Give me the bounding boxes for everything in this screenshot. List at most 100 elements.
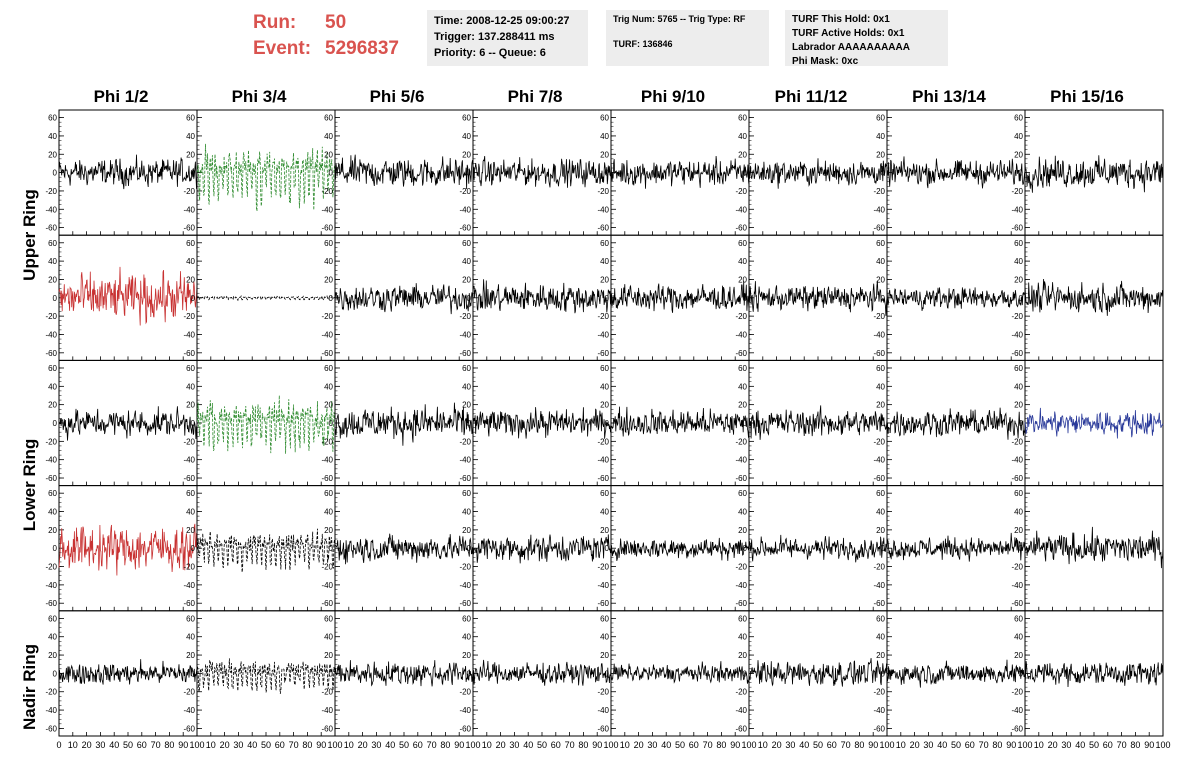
run-label: Run:: [253, 12, 297, 33]
y-tick-label: 20: [876, 651, 885, 660]
y-tick-label: 0: [605, 669, 610, 678]
y-tick-label: -40: [1011, 456, 1023, 465]
y-tick-label: 40: [324, 132, 333, 141]
waveform-trace: [748, 658, 888, 687]
y-tick-label: 20: [600, 401, 609, 410]
y-tick-label: 60: [186, 489, 195, 498]
y-tick-label: -40: [459, 456, 471, 465]
y-tick-label: -20: [873, 563, 885, 572]
x-tick-label: 30: [95, 740, 105, 750]
x-tick-label: 40: [385, 740, 395, 750]
x-tick-label: 60: [137, 740, 147, 750]
y-tick-label: -40: [321, 205, 333, 214]
y-tick-label: 20: [600, 651, 609, 660]
y-tick-label: 0: [53, 294, 58, 303]
y-tick-label: 60: [462, 614, 471, 623]
y-tick-label: 60: [48, 239, 57, 248]
waveform-panel: -60 -40 -20 0 20 40 60: [459, 610, 612, 737]
waveform-trace: [58, 406, 198, 441]
waveform-trace: [334, 533, 474, 565]
waveform-trace: [886, 659, 1026, 688]
y-tick-label: -40: [45, 581, 57, 590]
waveform-panel: -60 -40 -20 0 20 40 60: [321, 109, 474, 236]
y-tick-label: 60: [186, 614, 195, 623]
y-tick-label: 40: [48, 132, 57, 141]
y-tick-label: 60: [600, 614, 609, 623]
y-tick-label: 20: [48, 401, 57, 410]
panel-frame: [1024, 610, 1164, 737]
labrador-text: Labrador AAAAAAAAAA: [792, 42, 910, 53]
y-tick-label: 40: [462, 257, 471, 266]
y-tick-label: 40: [738, 257, 747, 266]
trigger-text: Trigger: 137.288411 ms: [434, 31, 555, 43]
y-tick-label: 0: [881, 419, 886, 428]
x-tick-label: 90: [730, 740, 740, 750]
y-tick-label: 40: [186, 132, 195, 141]
y-tick-label: 60: [1014, 239, 1023, 248]
y-tick-label: 20: [600, 526, 609, 535]
y-tick-label: 40: [186, 382, 195, 391]
y-tick-label: -20: [45, 688, 57, 697]
y-tick-label: -20: [597, 187, 609, 196]
y-tick-label: 40: [600, 633, 609, 642]
turf-active-holds-text: TURF Active Holds: 0x1: [792, 28, 905, 39]
time-info-box: Time: 2008-12-25 09:00:27 Trigger: 137.2…: [427, 10, 588, 66]
y-tick-label: 40: [324, 633, 333, 642]
x-tick-label: 60: [413, 740, 423, 750]
y-tick-label: 0: [605, 419, 610, 428]
x-tick-label: 30: [1061, 740, 1071, 750]
y-tick-label: -60: [873, 599, 885, 608]
y-tick-label: -20: [1011, 437, 1023, 446]
waveform-panel: -60 -40 -20 0 20 40 60: [735, 234, 888, 361]
phi-column-label-1: Phi 1/2: [93, 87, 149, 106]
waveform-panel: -60 -40 -20 0 20 40 60: [1011, 359, 1164, 487]
y-tick-label: -20: [459, 688, 471, 697]
x-tick-label: 80: [440, 740, 450, 750]
y-tick-label: 60: [324, 614, 333, 623]
x-tick-label: 100: [189, 740, 204, 750]
y-tick-label: 20: [48, 651, 57, 660]
time-text: Time: 2008-12-25 09:00:27: [434, 15, 570, 27]
x-tick-label: 60: [689, 740, 699, 750]
y-tick-label: 40: [1014, 257, 1023, 266]
waveform-panel: -60 -40 -20 0 20 40 60: [597, 610, 750, 737]
y-tick-label: 20: [462, 275, 471, 284]
phi-column-label-3: Phi 5/6: [369, 87, 425, 106]
y-tick-label: 60: [600, 114, 609, 123]
x-tick-label: 100: [879, 740, 894, 750]
y-tick-label: 60: [324, 239, 333, 248]
waveform-trace: [334, 660, 474, 687]
y-tick-label: -60: [183, 349, 195, 358]
y-tick-label: -20: [735, 312, 747, 321]
waveform-trace: [472, 407, 612, 439]
y-tick-label: -60: [45, 724, 57, 733]
y-tick-label: -60: [597, 724, 609, 733]
waveform-panel: -60 -40 -20 0 20 40 60: [735, 359, 888, 487]
y-tick-label: 40: [600, 382, 609, 391]
waveform-trace: [196, 294, 336, 302]
y-tick-label: -20: [597, 563, 609, 572]
y-tick-label: -60: [597, 349, 609, 358]
x-tick-label: 0: [56, 740, 61, 750]
y-tick-label: 40: [48, 508, 57, 517]
y-tick-label: -60: [183, 599, 195, 608]
y-tick-label: 60: [48, 489, 57, 498]
x-tick-label: 70: [151, 740, 161, 750]
y-tick-label: 20: [1014, 651, 1023, 660]
y-tick-label: -20: [183, 688, 195, 697]
y-tick-label: 60: [600, 489, 609, 498]
y-tick-label: -20: [45, 312, 57, 321]
x-tick-label: 20: [82, 740, 92, 750]
y-tick-label: 40: [876, 257, 885, 266]
y-tick-label: 60: [462, 114, 471, 123]
y-tick-label: -60: [735, 599, 747, 608]
y-tick-label: 0: [1019, 169, 1024, 178]
waveform-trace: [334, 402, 474, 446]
y-tick-label: 60: [876, 239, 885, 248]
turf-this-hold-text: TURF This Hold: 0x1: [792, 14, 890, 25]
x-tick-label: 50: [813, 740, 823, 750]
y-tick-label: -20: [1011, 187, 1023, 196]
y-tick-label: 60: [462, 489, 471, 498]
waveform-trace: [1024, 661, 1164, 688]
